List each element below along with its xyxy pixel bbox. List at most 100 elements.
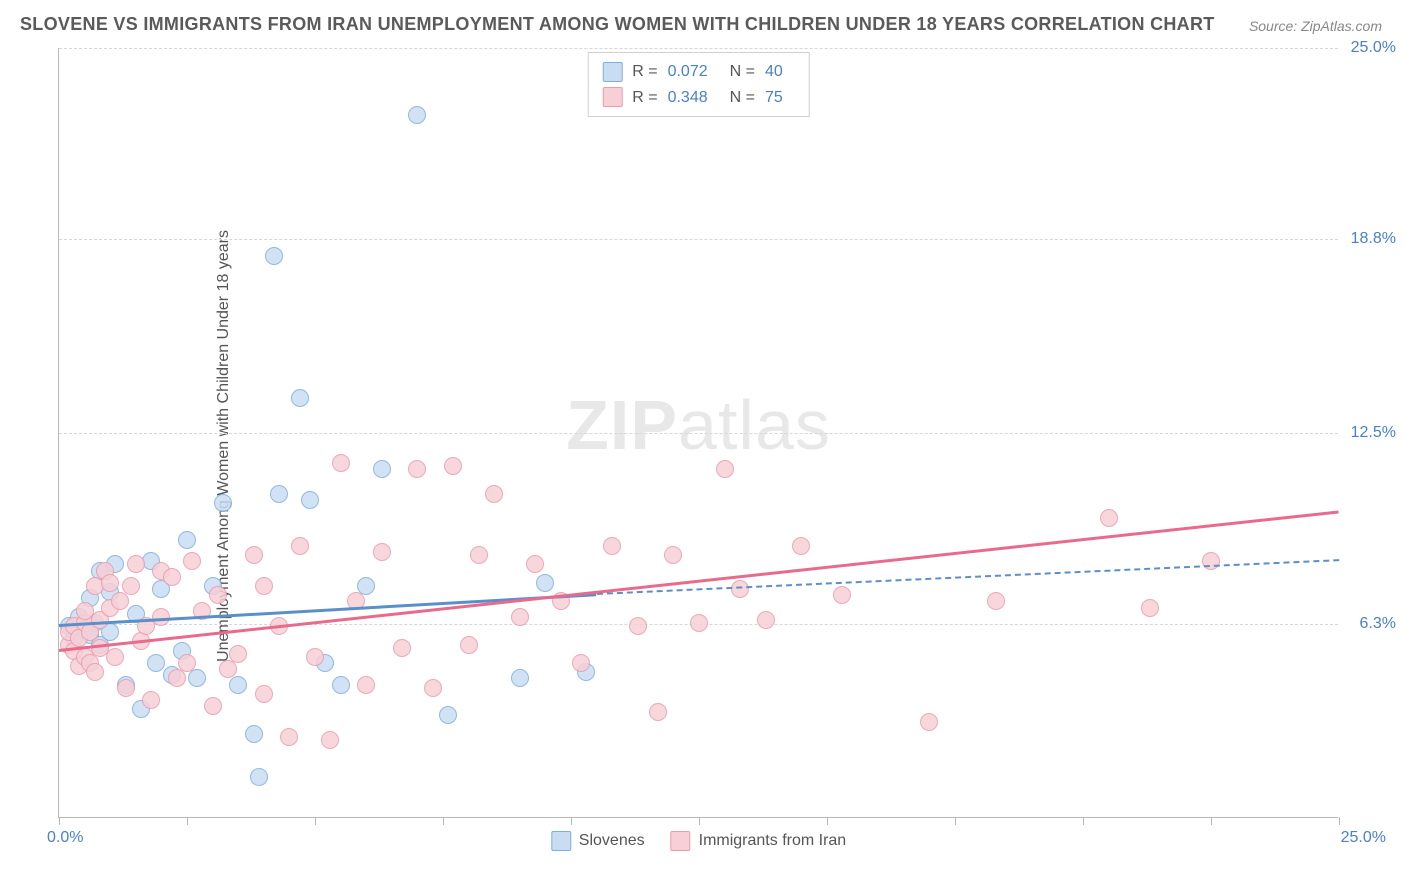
data-point [106,648,124,666]
data-point [690,614,708,632]
data-point [373,543,391,561]
data-point [265,247,283,265]
data-point [439,706,457,724]
data-point [147,654,165,672]
x-tick [1339,817,1340,825]
data-point [245,725,263,743]
swatch-slovenes [602,62,622,82]
data-point [280,728,298,746]
data-point [291,537,309,555]
data-point [168,669,186,687]
legend-row-iran: R = 0.348 N = 75 [602,85,795,111]
data-point [127,555,145,573]
scatter-plot-area: ZIPatlas R = 0.072 N = 40 R = 0.348 N = … [58,48,1338,818]
data-point [178,531,196,549]
swatch-iran [602,87,622,107]
legend-item-iran: Immigrants from Iran [671,831,847,851]
data-point [209,586,227,604]
data-point [511,608,529,626]
data-point [332,676,350,694]
data-point [142,691,160,709]
data-point [536,574,554,592]
correlation-legend: R = 0.072 N = 40 R = 0.348 N = 75 [587,52,810,117]
data-point [792,537,810,555]
swatch-slovenes-icon [551,831,571,851]
y-tick-label: 25.0% [1344,39,1396,57]
watermark-text: ZIPatlas [566,385,831,465]
x-tick [955,817,956,825]
gridline [59,433,1338,434]
y-tick-label: 12.5% [1344,424,1396,442]
r-label: R = [632,85,657,111]
r-value-iran: 0.348 [668,85,708,111]
data-point [111,592,129,610]
x-tick [827,817,828,825]
data-point [393,639,411,657]
data-point [321,731,339,749]
x-origin-label: 0.0% [47,829,83,847]
data-point [357,676,375,694]
data-point [757,611,775,629]
data-point [460,636,478,654]
x-tick [1083,817,1084,825]
data-point [301,491,319,509]
r-value-slovenes: 0.072 [668,59,708,85]
n-label: N = [730,59,755,85]
data-point [920,713,938,731]
gridline [59,239,1338,240]
data-point [245,546,263,564]
data-point [629,617,647,635]
data-point [188,669,206,687]
watermark-light: atlas [678,386,831,464]
data-point [229,676,247,694]
x-tick [443,817,444,825]
data-point [229,645,247,663]
data-point [526,555,544,573]
data-point [255,577,273,595]
data-point [214,494,232,512]
data-point [987,592,1005,610]
data-point [101,574,119,592]
x-tick [59,817,60,825]
n-value-iran: 75 [765,85,783,111]
data-point [373,460,391,478]
data-point [250,768,268,786]
data-point [408,460,426,478]
data-point [572,654,590,672]
swatch-iran-icon [671,831,691,851]
chart-title: SLOVENE VS IMMIGRANTS FROM IRAN UNEMPLOY… [20,14,1215,35]
data-point [1141,599,1159,617]
data-point [178,654,196,672]
legend-row-slovenes: R = 0.072 N = 40 [602,59,795,85]
data-point [1100,509,1118,527]
x-tick [187,817,188,825]
n-value-slovenes: 40 [765,59,783,85]
data-point [424,679,442,697]
x-tick [571,817,572,825]
data-point [219,660,237,678]
data-point [117,679,135,697]
series-legend: Slovenes Immigrants from Iran [551,831,846,851]
data-point [649,703,667,721]
data-point [470,546,488,564]
data-point [204,697,222,715]
data-point [664,546,682,564]
gridline [59,48,1338,49]
y-tick-label: 6.3% [1344,615,1396,633]
source-attribution: Source: ZipAtlas.com [1249,18,1382,34]
r-label: R = [632,59,657,85]
data-point [183,552,201,570]
data-point [716,460,734,478]
data-point [255,685,273,703]
data-point [603,537,621,555]
x-tick [315,817,316,825]
data-point [511,669,529,687]
data-point [357,577,375,595]
data-point [485,485,503,503]
data-point [408,106,426,124]
legend-item-slovenes: Slovenes [551,831,645,851]
x-tick [699,817,700,825]
data-point [86,663,104,681]
data-point [1202,552,1220,570]
data-point [731,580,749,598]
